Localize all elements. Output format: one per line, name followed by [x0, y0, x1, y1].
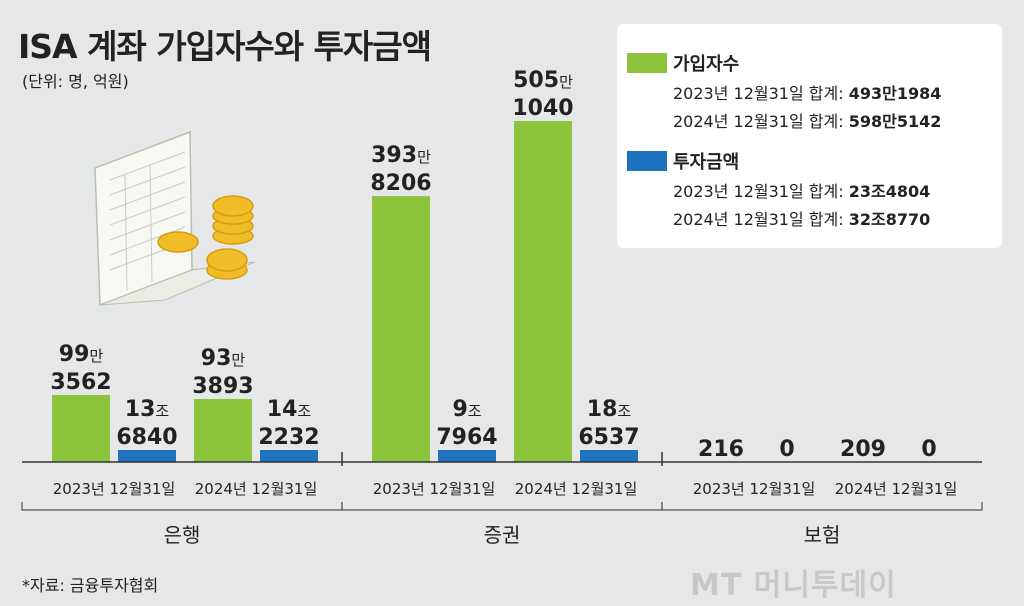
data-label: 14조 2232	[258, 397, 319, 450]
legend-line-value: 23조4804	[848, 182, 931, 201]
category-label: 2024년 12월31일	[835, 480, 958, 498]
bar-investment-1-1	[580, 450, 638, 462]
source-note: *자료: 금융투자협회	[22, 576, 159, 595]
group-label: 증권	[484, 523, 521, 547]
legend-line-value: 32조8770	[848, 210, 931, 229]
ledger-coins-illustration	[94, 130, 256, 307]
data-label: 18조 6537	[578, 397, 639, 450]
category-label: 2024년 12월31일	[515, 480, 638, 498]
group-bracket	[21, 502, 343, 511]
category-label: 2024년 12월31일	[195, 480, 318, 498]
bar-investment-1-0	[438, 450, 496, 462]
data-label: 393만 8206	[370, 143, 431, 196]
chart-title: ISA 계좌 가입자수와 투자금액	[18, 27, 432, 66]
legend-line-label: 2024년 12월31일 합계:	[673, 112, 844, 131]
bar-subscribers-0-0	[52, 394, 110, 462]
data-label: 216	[698, 437, 744, 462]
legend-line-value: 493만1984	[848, 84, 942, 103]
publisher-credit: MT 머니투데이	[690, 568, 897, 603]
category-label: 2023년 12월31일	[693, 480, 816, 498]
legend-swatch-subscribers	[627, 53, 667, 73]
data-label: 13조 6840	[116, 397, 177, 450]
category-label: 2023년 12월31일	[373, 480, 496, 498]
category-label: 2023년 12월31일	[53, 480, 176, 498]
legend-line-label: 2024년 12월31일 합계:	[673, 210, 844, 229]
legend-line-value: 598만5142	[848, 112, 942, 131]
bar-investment-0-0	[118, 450, 176, 462]
bar-subscribers-1-0	[372, 196, 430, 463]
bar-subscribers-0-1	[194, 398, 252, 462]
bars-layer	[52, 121, 892, 463]
group-bracket	[661, 502, 983, 511]
data-label: 0	[921, 437, 936, 462]
bar-subscribers-1-1	[514, 121, 572, 462]
legend-line-label: 2023년 12월31일 합계:	[673, 84, 844, 103]
legend-line-label: 2023년 12월31일 합계:	[673, 182, 844, 201]
unit-note: (단위: 명, 억원)	[22, 72, 129, 91]
data-label: 209	[840, 437, 886, 462]
data-label: 99만 3562	[50, 342, 111, 395]
group-label: 보험	[804, 523, 841, 547]
legend-line: 2024년 12월31일 합계: 32조8770	[673, 206, 930, 230]
legend: 가입자수 2023년 12월31일 합계: 493만1984 2024년 12월…	[617, 24, 1002, 248]
legend-line: 2024년 12월31일 합계: 598만5142	[673, 108, 941, 132]
legend-line: 2023년 12월31일 합계: 23조4804	[673, 178, 930, 202]
legend-label-subscribers: 가입자수	[673, 54, 740, 75]
legend-line: 2023년 12월31일 합계: 493만1984	[673, 80, 941, 104]
data-label: 93만 3893	[192, 346, 253, 399]
data-label: 505만 1040	[512, 68, 573, 121]
legend-swatch-investment	[627, 151, 667, 171]
group-bracket	[341, 502, 663, 511]
data-label: 9조 7964	[436, 397, 497, 450]
bar-investment-0-1	[260, 450, 318, 462]
group-label: 은행	[164, 523, 201, 547]
legend-item-investment: 투자금액	[627, 148, 739, 174]
data-label: 0	[779, 437, 794, 462]
legend-item-subscribers: 가입자수	[627, 50, 739, 76]
legend-label-investment: 투자금액	[673, 152, 740, 173]
